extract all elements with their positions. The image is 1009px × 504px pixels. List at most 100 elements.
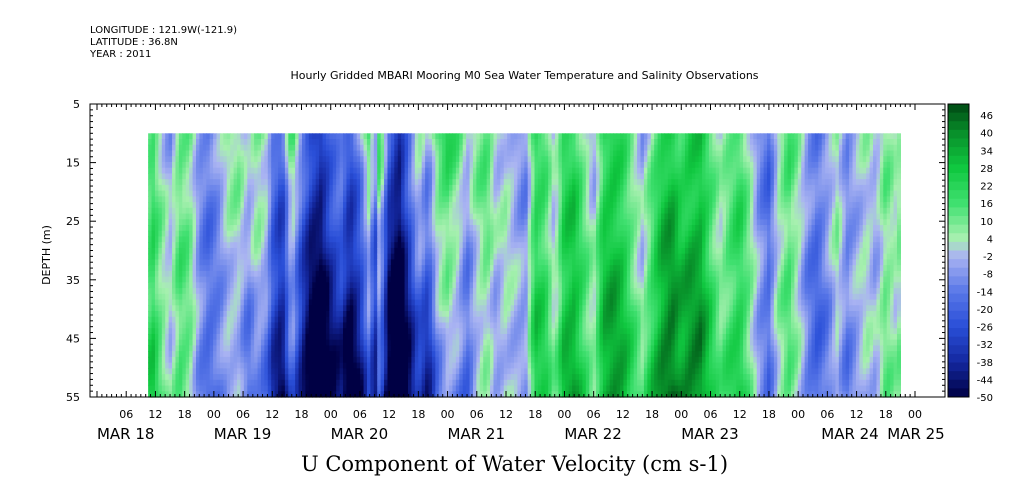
heatmap-cell [449,351,454,358]
heatmap-cell [223,139,228,146]
heatmap-cell [226,362,231,369]
heatmap-cell [185,299,190,306]
heatmap-cell [175,374,180,381]
heatmap-cell [431,207,436,215]
heatmap-cell [312,351,317,358]
heatmap-cell [213,316,218,324]
heatmap-cell [438,133,443,140]
heatmap-cell [178,288,183,295]
heatmap-cell [189,150,194,157]
heatmap-cell [356,202,361,209]
heatmap-cell [411,299,416,306]
heatmap-cell [435,316,440,324]
heatmap-cell [397,247,402,255]
heatmap-cell [325,225,330,232]
heatmap-cell [435,379,440,387]
heatmap-cell [213,150,218,157]
heatmap-cell [196,150,201,157]
heatmap-cell [366,179,371,186]
heatmap-cell [302,242,307,249]
heatmap-cell [466,339,471,346]
heatmap-cell [233,133,238,140]
heatmap-cell [213,265,218,272]
heatmap-cell [356,282,361,289]
heatmap-cell [462,374,467,381]
heatmap-cell [284,293,289,301]
heatmap-cell [250,230,255,238]
heatmap-cell [493,356,498,364]
heatmap-cell [503,184,508,192]
heatmap-cell [161,242,166,249]
heatmap-cell [452,184,457,192]
heatmap-cell [274,196,279,203]
heatmap-cell [250,213,255,220]
heatmap-cell [507,345,512,352]
heatmap-cell [428,311,433,318]
heatmap-cell [305,311,310,318]
heatmap-cell [442,339,447,346]
heatmap-cell [466,253,471,261]
heatmap-cell [247,385,252,392]
heatmap-cell [219,385,224,392]
heatmap-cell [514,339,519,346]
heatmap-cell [414,161,419,169]
heatmap-cell [377,167,382,175]
heatmap-cell [462,259,467,266]
heatmap-cell [377,247,382,255]
heatmap-cell [250,345,255,352]
heatmap-cell [295,305,300,312]
heatmap-cell [223,305,228,312]
heatmap-cell [332,299,337,306]
heatmap-cell [230,230,235,238]
heatmap-cell [189,173,194,180]
heatmap-cell [298,391,303,398]
heatmap-cell [476,270,481,278]
heatmap-cell [445,276,450,283]
heatmap-cell [298,230,303,238]
heatmap-cell [493,259,498,266]
heatmap-cell [377,133,382,140]
heatmap-cell [503,133,508,140]
heatmap-cell [295,293,300,301]
heatmap-cell [411,351,416,358]
heatmap-cell [486,328,491,335]
heatmap-cell [216,150,221,157]
heatmap-cell [319,213,324,220]
heatmap-cell [397,190,402,197]
heatmap-cell [329,259,334,266]
heatmap-cell [414,345,419,352]
heatmap-cell [425,184,430,192]
heatmap-cell [370,374,375,381]
heatmap-cell [230,207,235,215]
heatmap-cell [260,139,265,146]
heatmap-cell [305,305,310,312]
heatmap-cell [387,305,392,312]
heatmap-cell [192,385,197,392]
heatmap-cell [216,316,221,324]
heatmap-cell [158,311,163,318]
heatmap-cell [411,196,416,203]
heatmap-cell [267,161,272,169]
heatmap-cell [353,190,358,197]
heatmap-cell [226,379,231,387]
heatmap-cell [305,328,310,335]
heatmap-cell [490,351,495,358]
heatmap-cell [469,282,474,289]
heatmap-cell [295,230,300,238]
heatmap-cell [178,144,183,152]
heatmap-cell [223,333,228,341]
heatmap-cell [312,270,317,278]
heatmap-cell [271,391,276,398]
heatmap-cell [455,305,460,312]
heatmap-cell [486,259,491,266]
heatmap-cell [380,293,385,301]
heatmap-cell [442,322,447,329]
heatmap-cell [356,139,361,146]
heatmap-cell [411,236,416,243]
heatmap-cell [496,207,501,215]
heatmap-cell [305,270,310,278]
heatmap-cell [483,305,488,312]
heatmap-cell [302,173,307,180]
heatmap-cell [394,184,399,192]
heatmap-cell [182,167,187,175]
